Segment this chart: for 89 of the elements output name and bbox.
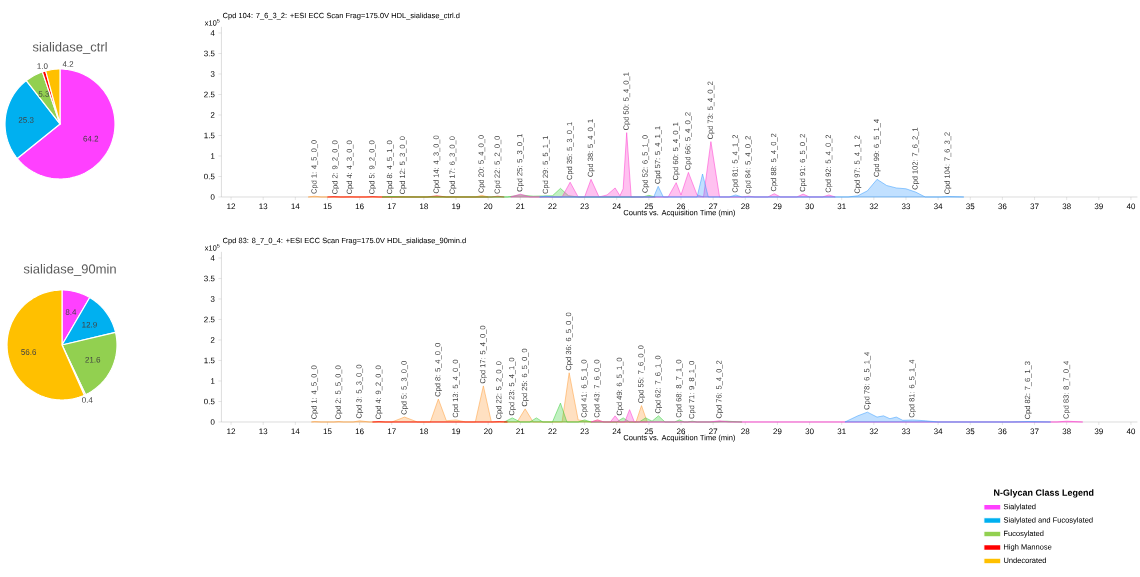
- y-tick-label: 3.5: [204, 50, 215, 57]
- data-label: 21.6: [85, 356, 101, 363]
- x-tick-label: 28: [741, 428, 750, 435]
- x-tick-label: 24: [612, 428, 621, 435]
- x-tick-label: 22: [548, 203, 557, 210]
- x-tick-label: 18: [420, 203, 428, 210]
- data-label: 8.4: [65, 309, 77, 315]
- x-tick-label: 31: [837, 428, 846, 435]
- y-tick-label: 1.5: [204, 357, 215, 364]
- data-label: 1.0: [37, 63, 48, 69]
- x-tick-label: 26: [676, 428, 686, 435]
- x-tick-label: 32: [869, 428, 878, 435]
- y-tick-label: 1: [211, 378, 215, 384]
- x-tick-label: 34: [933, 203, 943, 210]
- x-tick-label: 27: [709, 203, 718, 210]
- data-label: 56.6: [21, 349, 37, 355]
- x-tick-label: 31: [837, 203, 846, 210]
- x-tick-label: 35: [966, 428, 975, 435]
- x-tick-label: 12: [227, 203, 236, 210]
- x-tick-label: 32: [869, 203, 878, 210]
- y-tick-label: 0.5: [204, 173, 215, 180]
- x-tick-label: 28: [741, 203, 750, 210]
- x-tick-label: 33: [901, 428, 911, 435]
- y-tick-label: 2.5: [204, 91, 215, 98]
- x-tick-label: 35: [966, 203, 975, 210]
- x-tick-label: 38: [1062, 203, 1071, 210]
- x-tick-label: 27: [709, 428, 718, 435]
- x-tick-label: 16: [355, 428, 364, 435]
- y-tick-label: 2.5: [204, 316, 215, 323]
- x-tick-label: 17: [387, 203, 396, 210]
- x-tick-label: 17: [387, 428, 396, 435]
- x-tick-label: 30: [805, 428, 814, 435]
- x-tick-label: 16: [355, 203, 364, 210]
- x-tick-label: 39: [1094, 428, 1103, 435]
- x-tick-label: 15: [323, 203, 332, 210]
- x-tick-label: 40: [1126, 203, 1136, 210]
- x-tick-label: 29: [773, 428, 782, 435]
- x-tick-label: 13: [259, 203, 268, 210]
- data-label: 5.3: [38, 91, 50, 97]
- x-tick-label: 36: [998, 203, 1007, 210]
- x-tick-label: 15: [323, 428, 332, 435]
- x-tick-label: 38: [1062, 428, 1071, 435]
- y-tick-label: 4: [210, 30, 215, 36]
- data-label: 4.2: [62, 61, 74, 67]
- chart-title: sialidase_90min: [23, 263, 116, 276]
- x-tick-label: 14: [291, 203, 300, 210]
- x-tick-label: 20: [484, 428, 493, 435]
- y-tick-label: 3: [210, 296, 215, 302]
- x-tick-label: 37: [1030, 203, 1039, 210]
- x-tick-label: 22: [548, 428, 557, 435]
- x-tick-label: 36: [998, 428, 1007, 435]
- data-label: 0.4: [82, 397, 93, 403]
- x-tick-label: 23: [580, 428, 589, 435]
- x-tick-label: 12: [227, 428, 236, 435]
- y-tick-label: 2: [210, 337, 215, 343]
- x-tick-label: 40: [1126, 428, 1136, 435]
- x-tick-label: 33: [901, 203, 911, 210]
- x-tick-label: 19: [452, 428, 461, 435]
- x-tick-label: 18: [420, 428, 428, 435]
- y-tick-label: 1.5: [204, 132, 215, 139]
- x-tick-label: 29: [773, 203, 782, 210]
- y-tick-label: 2: [210, 112, 215, 118]
- x-tick-label: 19: [452, 203, 461, 210]
- x-tick-label: 20: [484, 203, 493, 210]
- legend-title: N-Glycan Class Legend: [994, 489, 1094, 498]
- data-label: 25.3: [18, 117, 34, 123]
- data-label: 64.2: [83, 135, 99, 142]
- x-tick-label: 37: [1030, 428, 1039, 435]
- chart-title: sialidase_ctrl: [32, 41, 107, 54]
- x-tick-label: 39: [1094, 203, 1103, 210]
- x-tick-label: 21: [516, 428, 525, 435]
- x-tick-label: 14: [291, 428, 300, 435]
- x-tick-label: 25: [644, 428, 653, 435]
- y-tick-label: 4: [210, 255, 215, 261]
- y-tick-label: 0: [210, 419, 215, 425]
- data-label: 12.9: [82, 321, 97, 328]
- y-tick-label: 1: [211, 153, 215, 159]
- x-tick-label: 25: [644, 203, 653, 210]
- x-tick-label: 13: [259, 428, 268, 435]
- x-tick-label: 24: [612, 203, 621, 210]
- y-tick-label: 0.5: [204, 398, 215, 405]
- x-tick-label: 23: [580, 203, 589, 210]
- x-tick-label: 34: [933, 428, 943, 435]
- y-tick-label: 0: [210, 194, 215, 200]
- y-tick-label: 3: [210, 71, 215, 77]
- x-tick-label: 26: [676, 203, 686, 210]
- x-tick-label: 21: [516, 203, 525, 210]
- y-tick-label: 3.5: [204, 275, 215, 282]
- x-tick-label: 30: [805, 203, 814, 210]
